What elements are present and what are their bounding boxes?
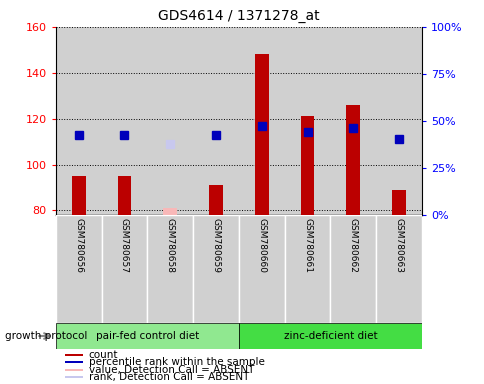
Text: GSM780657: GSM780657	[120, 218, 129, 273]
Text: percentile rank within the sample: percentile rank within the sample	[89, 357, 264, 367]
Text: GSM780661: GSM780661	[302, 218, 311, 273]
Bar	[330, 215, 376, 323]
Title: GDS4614 / 1371278_at: GDS4614 / 1371278_at	[158, 9, 319, 23]
Bar	[117, 176, 131, 215]
Bar	[376, 27, 421, 215]
Bar	[300, 116, 314, 215]
Text: GSM780663: GSM780663	[394, 218, 403, 273]
Bar	[147, 215, 193, 323]
Bar	[101, 27, 147, 215]
Bar	[238, 27, 284, 215]
Text: zinc-deficient diet: zinc-deficient diet	[283, 331, 377, 341]
Bar	[392, 190, 405, 215]
Bar	[284, 215, 330, 323]
Bar	[101, 215, 147, 323]
Bar	[193, 27, 238, 215]
Text: pair-fed control diet: pair-fed control diet	[95, 331, 198, 341]
Bar	[56, 215, 101, 323]
Text: GSM780656: GSM780656	[74, 218, 83, 273]
Bar	[346, 105, 360, 215]
Bar	[56, 323, 238, 349]
Bar	[255, 55, 268, 215]
Text: GSM780658: GSM780658	[166, 218, 174, 273]
Bar	[330, 27, 376, 215]
Text: growth protocol: growth protocol	[5, 331, 87, 341]
Bar	[209, 185, 222, 215]
Text: GSM780660: GSM780660	[257, 218, 266, 273]
Bar	[376, 215, 421, 323]
Bar	[65, 369, 82, 371]
Bar	[65, 354, 82, 356]
Bar	[284, 27, 330, 215]
Bar	[147, 27, 193, 215]
Bar	[163, 208, 177, 215]
Bar	[238, 323, 421, 349]
Bar	[56, 27, 101, 215]
Text: value, Detection Call = ABSENT: value, Detection Call = ABSENT	[89, 365, 254, 375]
Text: GSM780659: GSM780659	[211, 218, 220, 273]
Bar	[238, 215, 284, 323]
Text: GSM780662: GSM780662	[348, 218, 357, 273]
Bar	[65, 376, 82, 379]
Bar	[193, 215, 238, 323]
Bar	[72, 176, 85, 215]
Bar	[65, 361, 82, 363]
Text: count: count	[89, 350, 118, 360]
Text: rank, Detection Call = ABSENT: rank, Detection Call = ABSENT	[89, 372, 249, 382]
